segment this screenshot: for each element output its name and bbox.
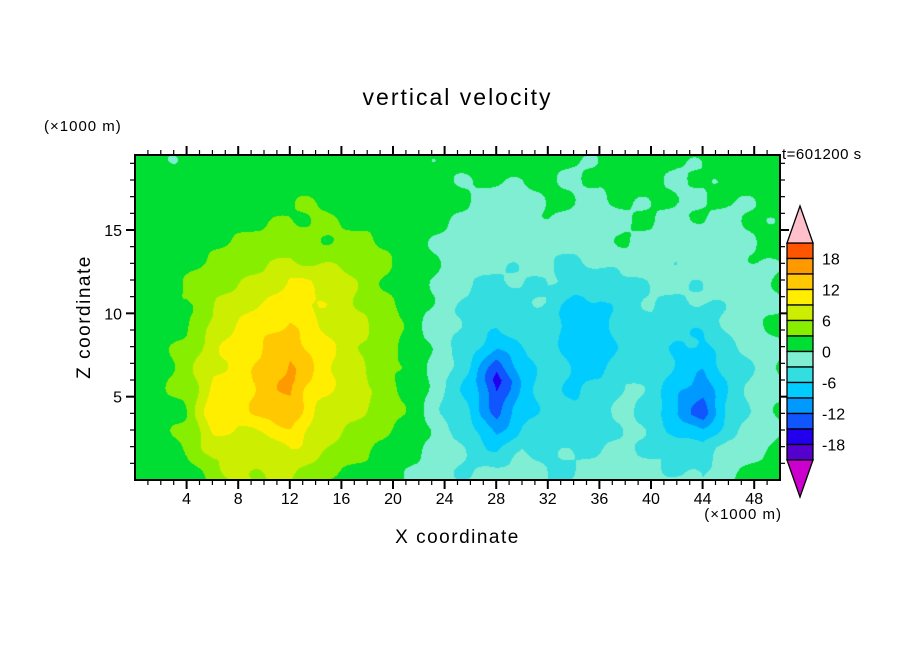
- colorbar-box: [786, 319, 814, 337]
- colorbar-arrow-up: [786, 204, 814, 244]
- x-tick-label: 12: [281, 491, 299, 508]
- colorbar-tick-label: 12: [822, 283, 840, 300]
- colorbar-box: [786, 381, 814, 399]
- chart-title: vertical velocity: [362, 84, 553, 110]
- colorbar-box: [786, 366, 814, 384]
- colorbar-tick-label: -18: [822, 438, 845, 455]
- x-tick-label: 32: [539, 491, 557, 508]
- colorbar-tick-label: -12: [822, 407, 845, 424]
- colorbar-box: [786, 428, 814, 446]
- colorbar-arrow-down: [786, 459, 814, 499]
- x-tick-label: 4: [182, 491, 191, 508]
- time-annotation: t=601200 s: [782, 146, 862, 163]
- x-tick-label: 8: [234, 491, 243, 508]
- y-axis-title: Z coordinate: [74, 255, 95, 379]
- colorbar-box: [786, 242, 814, 260]
- y-tick-label: 15: [104, 223, 122, 240]
- x-axis-units-label: (×1000 m): [704, 506, 782, 523]
- colorbar-box: [786, 273, 814, 291]
- contour-field-canvas: [135, 155, 780, 480]
- colorbar-box: [786, 443, 814, 461]
- x-tick-label: 16: [333, 491, 351, 508]
- colorbar-box: [786, 335, 814, 353]
- y-axis-units-label: (×1000 m): [44, 118, 122, 135]
- colorbar-box: [786, 350, 814, 368]
- colorbar-box: [786, 288, 814, 306]
- y-tick-label: 5: [113, 390, 122, 407]
- colorbar-tick-label: 6: [822, 314, 831, 331]
- x-tick-label: 28: [487, 491, 505, 508]
- colorbar-box: [786, 304, 814, 322]
- colorbar-tick-label: 0: [822, 345, 831, 362]
- colorbar-box: [786, 412, 814, 430]
- y-tick-label: 10: [104, 306, 122, 323]
- x-tick-label: 24: [436, 491, 454, 508]
- colorbar-tick-label: -6: [822, 376, 836, 393]
- x-axis-title: X coordinate: [395, 527, 520, 548]
- colorbar-box: [786, 397, 814, 415]
- colorbar-box: [786, 257, 814, 275]
- x-tick-label: 20: [384, 491, 402, 508]
- colorbar-tick-label: 18: [822, 252, 840, 269]
